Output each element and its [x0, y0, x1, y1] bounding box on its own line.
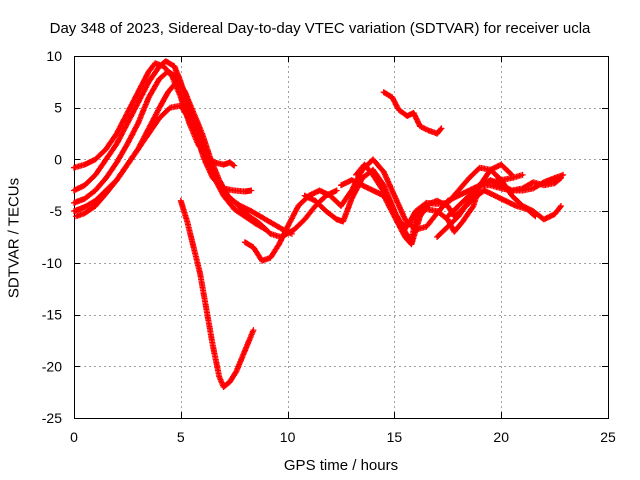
x-tick-label: 10	[280, 429, 296, 445]
series-arc-12	[434, 171, 567, 240]
series-arc-5	[73, 102, 270, 233]
x-tick-label: 25	[600, 429, 616, 445]
x-tick-label: 5	[177, 429, 185, 445]
chart-title: Day 348 of 2023, Sidereal Day-to-day VTE…	[49, 20, 591, 37]
series-markers	[380, 89, 445, 137]
y-tick-label: -20	[42, 358, 62, 374]
y-tick-label: 10	[46, 48, 62, 64]
x-tick-label: 15	[387, 429, 403, 445]
y-tick-label: 0	[54, 151, 62, 167]
y-tick-label: -10	[42, 255, 62, 271]
y-tick-label: -15	[42, 307, 62, 323]
series-arc-7	[241, 156, 526, 264]
series-arc-8	[301, 161, 515, 246]
series-layer	[71, 58, 567, 390]
grid-layer	[74, 56, 608, 418]
series-markers	[353, 161, 564, 230]
y-tick-label: -5	[50, 203, 63, 219]
x-tick-label: 20	[493, 429, 509, 445]
series-arc-6	[177, 197, 257, 390]
series-markers	[241, 156, 526, 264]
x-tick-label: 0	[70, 429, 78, 445]
series-markers	[434, 171, 567, 240]
series-markers	[301, 161, 515, 246]
y-axis-label: SDTVAR / TECUs	[5, 177, 23, 299]
series-markers	[177, 197, 257, 390]
series-arc-10	[353, 161, 564, 230]
y-tick-label: 5	[54, 100, 62, 116]
series-markers	[73, 102, 270, 233]
series-arc-13	[380, 89, 445, 137]
ticks-layer: 0 5 10 15 20 25 -25 -20 -15 -10 -5 0 5 10	[42, 48, 616, 445]
plot-frame	[74, 56, 609, 419]
x-axis-label: GPS time / hours	[283, 457, 399, 474]
y-tick-label: -25	[42, 410, 62, 426]
